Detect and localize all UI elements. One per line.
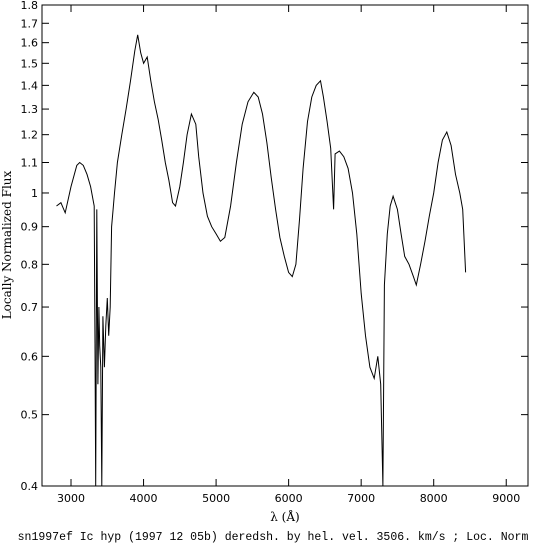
- x-tick-label: 4000: [130, 492, 158, 505]
- chart-caption: sn1997ef Ic hyp (1997 12 05b) deredsh. b…: [18, 531, 529, 544]
- y-tick-label: 0.7: [21, 301, 39, 314]
- x-axis-label: λ (Å): [270, 509, 299, 524]
- x-tick-label: 8000: [420, 492, 448, 505]
- y-tick-label: 1.5: [21, 57, 39, 70]
- y-tick-label: 1.2: [21, 129, 39, 142]
- y-axis-label: Locally Normalized Flux: [0, 170, 14, 319]
- y-axis-ticks: 0.4 0.5 0.6 0.7 0.8 0.9 1 1.1 1.2 1.3 1.4 1.5 1.6 1.7…: [21, 0, 528, 493]
- x-tick-label: 3000: [57, 492, 85, 505]
- x-tick-label: 5000: [202, 492, 230, 505]
- y-tick-label: 1.1: [21, 156, 39, 169]
- y-tick-label: 0.8: [21, 258, 39, 271]
- y-tick-label: 1.6: [21, 37, 39, 50]
- x-tick-label: 6000: [275, 492, 303, 505]
- x-tick-label: 9000: [492, 492, 520, 505]
- y-tick-label: 0.4: [21, 480, 39, 493]
- flux-series-line: [56, 34, 467, 487]
- y-tick-label: 1.7: [21, 17, 39, 30]
- y-tick-label: 1.8: [21, 0, 39, 12]
- plot-frame: [41, 4, 529, 487]
- x-axis-ticks: 3000 4000 5000 6000 7000 8000 9000: [57, 5, 520, 505]
- y-tick-label: 0.6: [21, 350, 39, 363]
- x-tick-label: 7000: [347, 492, 375, 505]
- y-tick-label: 1.4: [21, 79, 39, 92]
- y-tick-label: 1.3: [21, 103, 39, 116]
- y-tick-label: 0.9: [21, 221, 39, 234]
- y-tick-label: 0.5: [21, 409, 39, 422]
- y-tick-label: 1: [31, 187, 38, 200]
